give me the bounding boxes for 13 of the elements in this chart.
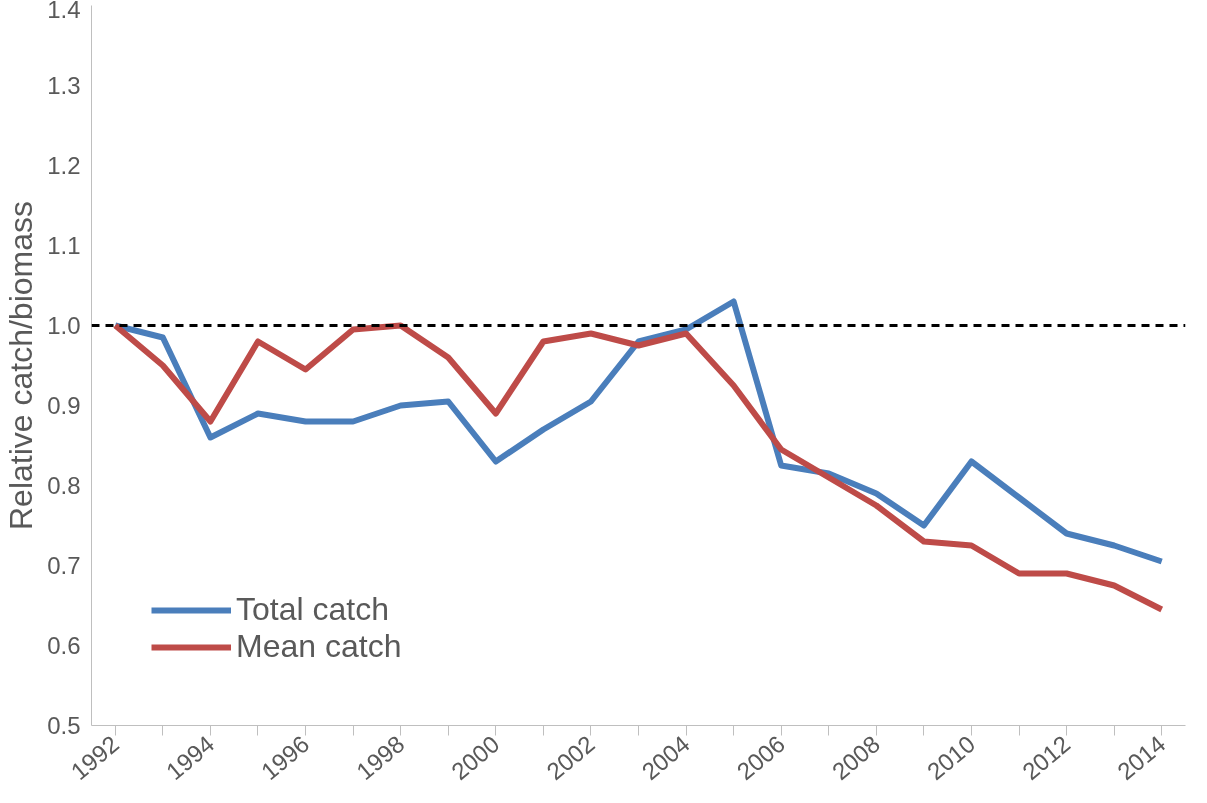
- y-tick-label: 0.6: [47, 632, 81, 659]
- y-tick-label: 1.3: [47, 72, 81, 99]
- y-tick-label: 1.0: [47, 312, 81, 339]
- legend-label: Mean catch: [236, 628, 402, 665]
- legend-label: Total catch: [236, 591, 389, 628]
- y-tick-label: 1.1: [47, 232, 81, 259]
- y-tick-label: 1.4: [47, 0, 81, 23]
- y-tick-label: 1.2: [47, 152, 81, 179]
- y-tick-label: 0.8: [47, 472, 81, 499]
- y-tick-label: 0.7: [47, 552, 81, 579]
- y-tick-label: 0.5: [47, 712, 81, 739]
- y-tick-label: 0.9: [47, 392, 81, 419]
- y-axis-title: Relative catch/biomass: [3, 200, 40, 531]
